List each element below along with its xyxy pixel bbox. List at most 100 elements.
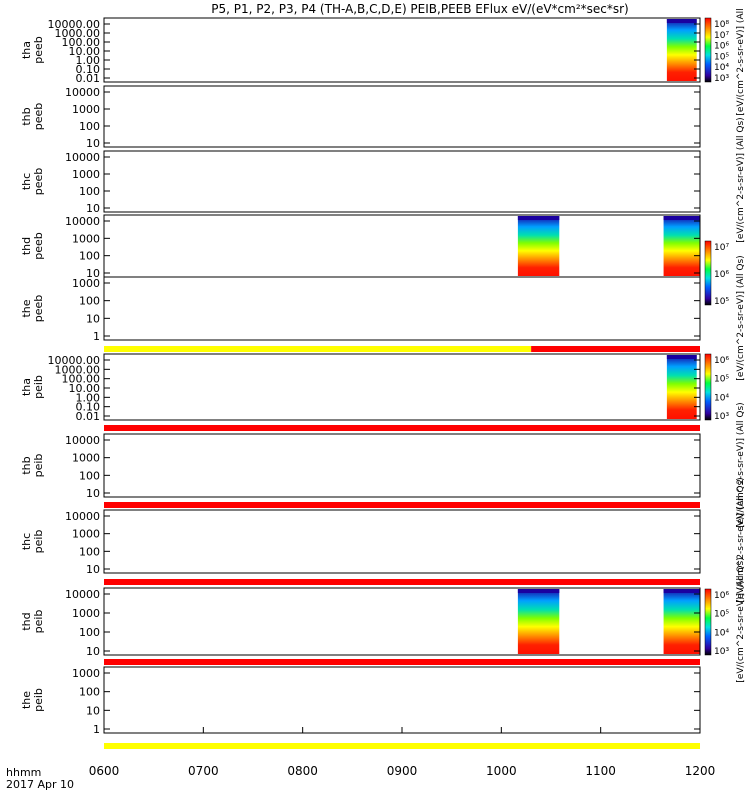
panel-thd-peeb: 10000 1000 100 10 thd peeb 10⁷ 10⁶ 10⁵ xyxy=(20,214,729,307)
y-tick-label: 0.01 xyxy=(76,410,101,423)
spectrogram-block-edge xyxy=(517,589,560,593)
x-tick-label: 0600 xyxy=(89,764,120,778)
probe-label: the xyxy=(20,691,33,709)
colorbar xyxy=(704,353,712,421)
y-tick-label: 100 xyxy=(79,120,100,133)
y-tick-label: 10000.00 xyxy=(48,18,101,31)
y-tick-label: 100 xyxy=(79,545,100,558)
colorbar-label: [eV/(cm^2-s-sr-eV)] (All xyxy=(736,8,746,115)
colorbar-tick-label: 10⁸ xyxy=(714,20,729,30)
probe-label: thd xyxy=(20,612,33,630)
instrument-label: peib xyxy=(32,454,45,478)
y-tick-label: 10 xyxy=(86,645,100,658)
colorbar-tick-label: 10⁵ xyxy=(714,610,729,620)
x-tick-label: 0900 xyxy=(387,764,418,778)
y-tick-label: 100 xyxy=(79,250,100,263)
y-tick-label: 1000 xyxy=(72,667,100,680)
y-tick-label: 1000 xyxy=(72,232,100,245)
y-tick-label: 100 xyxy=(79,185,100,198)
colorbar-tick-label: 10⁶ xyxy=(714,591,729,601)
spectrogram-block-edge xyxy=(517,216,560,220)
status-bar-segment xyxy=(531,346,700,352)
probe-label: tha xyxy=(20,41,33,59)
panel-the-peib: 1000 100 10 1 the peib xyxy=(20,666,701,736)
y-tick-label: 1 xyxy=(93,330,100,343)
panel-frame xyxy=(103,509,701,574)
instrument-label: peib xyxy=(32,375,45,399)
y-tick-label: 100 xyxy=(79,295,100,308)
panel-frame xyxy=(103,17,701,83)
colorbar-label: [eV/(cm^2-s-sr-eV)] (All Qs) xyxy=(736,402,746,527)
y-tick-label: 10.00 xyxy=(69,45,101,58)
y-tick-label: 0.10 xyxy=(76,401,101,414)
spectrogram-block-edge xyxy=(666,355,697,359)
y-tick-label: 10000 xyxy=(65,215,100,228)
x-tick-label: 1200 xyxy=(685,764,716,778)
y-tick-label: 100.00 xyxy=(62,373,101,386)
colorbar-tick-label: 10³ xyxy=(714,74,729,84)
panel-thc-peeb: 10000 1000 100 10 thc peeb [eV/(cm^2-s-sr-eV)]… xyxy=(20,117,746,242)
y-tick-label: 100.00 xyxy=(62,36,101,49)
y-tick-label: 10 xyxy=(86,487,100,500)
probe-label: tha xyxy=(20,378,33,396)
y-tick-label: 1.00 xyxy=(76,391,101,404)
spectrogram-block xyxy=(517,589,560,654)
y-tick-label: 100 xyxy=(79,626,100,639)
spectrogram-block xyxy=(517,216,560,276)
colorbar xyxy=(704,240,712,306)
x-tick-label: 0700 xyxy=(188,764,219,778)
instrument-label: peeb xyxy=(32,295,45,323)
status-bar-segment xyxy=(104,425,700,431)
y-tick-label: 10 xyxy=(86,704,100,717)
status-bar-segment xyxy=(104,659,700,665)
y-tick-label: 10000.00 xyxy=(48,354,101,367)
y-tick-label: 1000 xyxy=(72,528,100,541)
probe-label: the xyxy=(20,299,33,317)
status-bar-segment xyxy=(104,346,532,352)
spectrogram-block xyxy=(666,19,697,81)
instrument-label: peib xyxy=(32,688,45,712)
probe-label: thc xyxy=(20,173,33,190)
panel-thb-peib: 10000 1000 100 10 thb peib [eV/(cm^2-s-sr-eV)]… xyxy=(20,402,746,527)
x-tick-label: 0800 xyxy=(287,764,318,778)
colorbar xyxy=(704,588,712,656)
y-tick-label: 1000 xyxy=(72,452,100,465)
spectrogram-block xyxy=(666,355,697,419)
x-tick-label: 1000 xyxy=(486,764,517,778)
spectrogram-block-edge xyxy=(663,216,700,220)
panel-frame xyxy=(103,353,701,421)
probe-label: thd xyxy=(20,237,33,255)
y-tick-label: 10.00 xyxy=(69,382,101,395)
colorbar-label: [eV/(cm^2-s-sr-eV)] (All Qs) xyxy=(736,477,746,602)
probe-label: thb xyxy=(20,107,33,125)
colorbar-tick-label: 10⁵ xyxy=(714,297,729,307)
colorbar-tick-label: 10⁵ xyxy=(714,375,729,385)
panel-thb-peeb: 10000 1000 100 10 thb peeb xyxy=(20,85,701,150)
instrument-label: peeb xyxy=(32,168,45,196)
status-bar-segment xyxy=(104,502,700,508)
instrument-label: peeb xyxy=(32,36,45,64)
status-bar-segment xyxy=(104,579,700,585)
x-axis-date-label: 2017 Apr 10 xyxy=(6,778,74,791)
panel-frame xyxy=(103,214,701,278)
colorbar-tick-label: 10⁴ xyxy=(714,628,729,638)
panel-frame xyxy=(103,276,701,341)
panel-frame xyxy=(103,433,701,498)
x-axis-unit-label: hhmm xyxy=(6,766,41,779)
y-tick-label: 10 xyxy=(86,563,100,576)
y-tick-label: 10000 xyxy=(65,510,100,523)
y-tick-label: 0.01 xyxy=(76,72,101,85)
y-tick-label: 1000 xyxy=(72,277,100,290)
y-tick-label: 1000 xyxy=(72,607,100,620)
panel-the-peeb: 1000 100 10 1 the peeb [eV/(cm^2-s-sr-eV)] (Al… xyxy=(20,255,746,380)
colorbar-tick-label: 10³ xyxy=(714,412,729,422)
instrument-label: peib xyxy=(32,610,45,634)
y-tick-label: 10000 xyxy=(65,434,100,447)
y-tick-label: 100 xyxy=(79,469,100,482)
y-tick-label: 0.10 xyxy=(76,63,101,76)
panel-frame xyxy=(103,85,701,148)
y-tick-label: 1000.00 xyxy=(55,363,101,376)
colorbar-tick-label: 10⁴ xyxy=(714,63,729,73)
